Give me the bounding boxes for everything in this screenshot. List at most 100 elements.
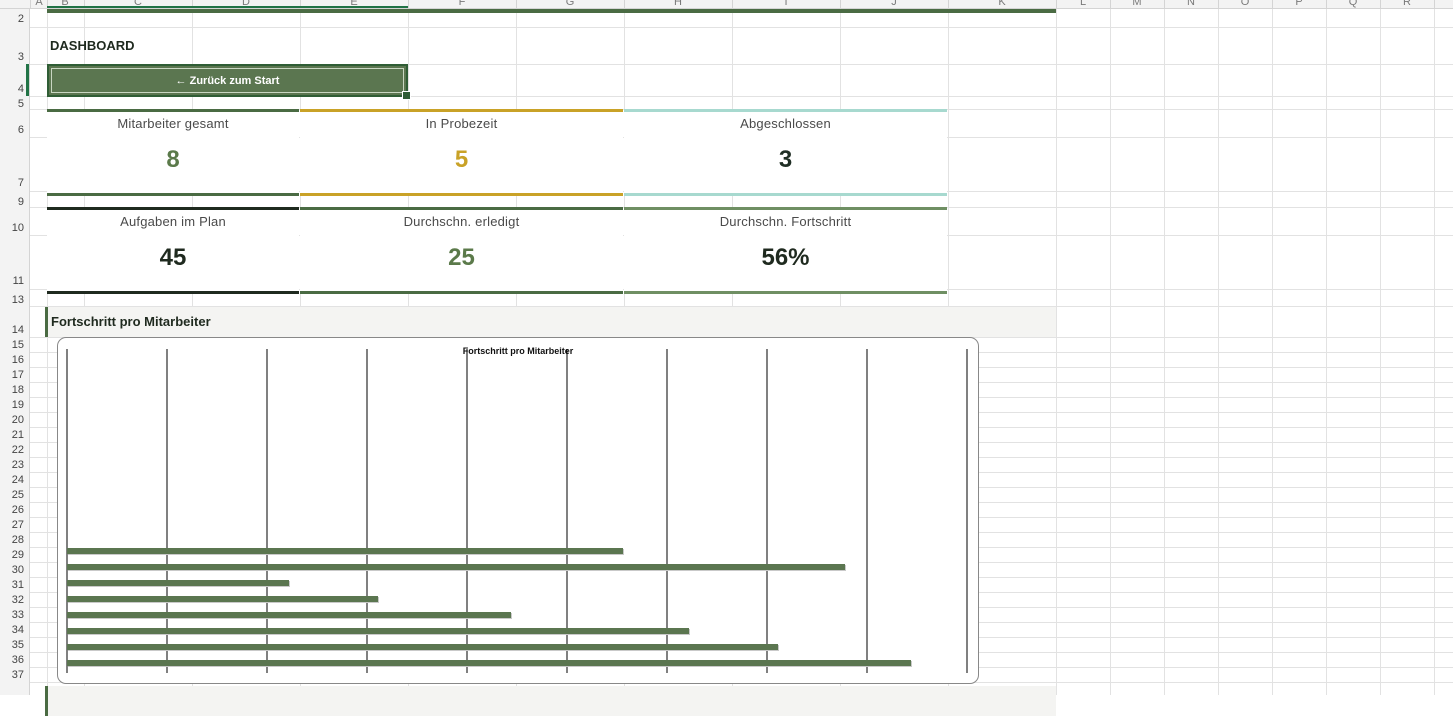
row-label[interactable]: 35	[11, 639, 24, 651]
column-separator	[1056, 0, 1057, 8]
column-separator	[1434, 0, 1435, 8]
column-label-b[interactable]: B	[61, 0, 69, 8]
row-label[interactable]: 27	[11, 519, 24, 531]
column-label-r[interactable]: R	[1403, 0, 1411, 8]
row-label[interactable]: 9	[17, 196, 24, 208]
row-label[interactable]: 24	[11, 474, 24, 486]
column-label-e[interactable]: E	[350, 0, 358, 8]
column-separator	[948, 0, 949, 8]
column-label-d[interactable]: D	[242, 0, 250, 8]
selected-row-indicator	[26, 64, 29, 96]
chart-bar[interactable]	[67, 628, 689, 634]
row-label[interactable]: 33	[11, 609, 24, 621]
row-label[interactable]: 11	[12, 275, 24, 287]
row-label[interactable]: 22	[11, 444, 24, 456]
column-label-i[interactable]: I	[784, 0, 788, 8]
section-header-next	[45, 686, 1056, 716]
row-label[interactable]: 2	[17, 13, 24, 25]
row-label[interactable]: 28	[11, 534, 24, 546]
kpi-card-employees-total: Mitarbeiter gesamt 8	[47, 109, 299, 196]
card-accent-top	[47, 109, 299, 112]
gridline	[30, 64, 1453, 65]
row-label[interactable]: 23	[11, 459, 24, 471]
column-label-h[interactable]: H	[674, 0, 682, 8]
column-separator	[30, 0, 31, 8]
button-inner-border	[51, 68, 404, 93]
column-label-c[interactable]: C	[134, 0, 142, 8]
row-label[interactable]: 18	[11, 384, 24, 396]
column-separator	[1218, 0, 1219, 8]
card-accent-top	[300, 109, 623, 112]
chart-bar[interactable]	[67, 580, 289, 586]
section-header-progress: Fortschritt pro Mitarbeiter	[45, 307, 1056, 337]
row-label[interactable]: 14	[11, 324, 24, 336]
row-label[interactable]: 16	[11, 354, 24, 366]
row-label[interactable]: 26	[11, 504, 24, 516]
row-label[interactable]: 7	[17, 177, 24, 189]
chart-bar[interactable]	[67, 644, 778, 650]
column-label-n[interactable]: N	[1187, 0, 1195, 8]
column-label-l[interactable]: L	[1079, 0, 1087, 8]
row-label[interactable]: 25	[11, 489, 24, 501]
column-label-a[interactable]: A	[35, 0, 43, 8]
row-label[interactable]: 13	[11, 294, 24, 306]
row-label[interactable]: 32	[11, 594, 24, 606]
row-label[interactable]: 30	[11, 564, 24, 576]
row-label[interactable]: 10	[11, 222, 24, 234]
column-separator	[1380, 0, 1381, 8]
column-label-o[interactable]: O	[1240, 0, 1250, 8]
chart-bar[interactable]	[67, 660, 911, 666]
row-label[interactable]: 15	[11, 339, 24, 351]
kpi-label: In Probezeit	[425, 116, 498, 131]
dashboard-top-accent-bar	[47, 9, 1056, 13]
gridline	[30, 96, 1453, 97]
column-label-j[interactable]: J	[891, 0, 897, 8]
chart-bar[interactable]	[67, 596, 378, 602]
row-label[interactable]: 17	[11, 369, 24, 381]
row-label[interactable]: 37	[11, 669, 24, 681]
kpi-value: 25	[448, 244, 475, 271]
row-label[interactable]: 5	[17, 98, 24, 110]
row-label[interactable]: 3	[17, 51, 24, 63]
column-separator	[300, 0, 301, 8]
row-label[interactable]: 20	[11, 414, 24, 426]
column-label-q[interactable]: Q	[1348, 0, 1358, 8]
column-label-g[interactable]: G	[565, 0, 575, 8]
chart-container[interactable]	[57, 337, 979, 684]
row-label[interactable]: 29	[11, 549, 24, 561]
progress-bar-chart[interactable]: Fortschritt pro Mitarbeiter	[57, 337, 979, 684]
column-label-p[interactable]: P	[1295, 0, 1303, 8]
card-accent-bottom	[47, 291, 299, 294]
card-accent-bottom	[47, 193, 299, 196]
column-separator	[1164, 0, 1165, 8]
kpi-card-avg-progress: Durchschn. Fortschritt 56%	[624, 207, 947, 294]
card-accent-top	[624, 109, 947, 112]
column-label-f[interactable]: F	[458, 0, 466, 8]
column-label-m[interactable]: M	[1132, 0, 1142, 8]
column-label-k[interactable]: K	[998, 0, 1006, 8]
row-label[interactable]: 4	[17, 83, 24, 95]
gridline	[30, 306, 1453, 307]
chart-bar[interactable]	[67, 548, 623, 554]
chart-bar[interactable]	[67, 612, 511, 618]
kpi-value: 3	[778, 146, 793, 173]
column-separator	[1110, 0, 1111, 8]
row-label[interactable]: 34	[11, 624, 24, 636]
row-label[interactable]: 31	[11, 579, 24, 591]
column-separator	[732, 0, 733, 8]
column-separator	[1326, 0, 1327, 8]
row-label[interactable]: 6	[17, 124, 24, 136]
row-header-strip: 2 3 4 5 6 7 9 10 11 13 14 15 16 17 18 19…	[0, 9, 30, 695]
dashboard-title: DASHBOARD	[50, 38, 135, 53]
kpi-value: 45	[159, 244, 187, 271]
resize-handle[interactable]	[402, 91, 411, 100]
row-label[interactable]: 36	[11, 654, 24, 666]
chart-bar[interactable]	[67, 564, 845, 570]
back-to-start-button[interactable]: ← Zurück zum Start	[47, 64, 411, 100]
row-label[interactable]: 21	[11, 429, 24, 441]
back-to-start-label: ← Zurück zum Start	[175, 74, 280, 87]
column-separator	[192, 0, 193, 8]
card-accent-bottom	[624, 291, 947, 294]
row-label[interactable]: 19	[11, 399, 24, 411]
kpi-card-tasks-planned: Aufgaben im Plan 45	[47, 207, 299, 294]
